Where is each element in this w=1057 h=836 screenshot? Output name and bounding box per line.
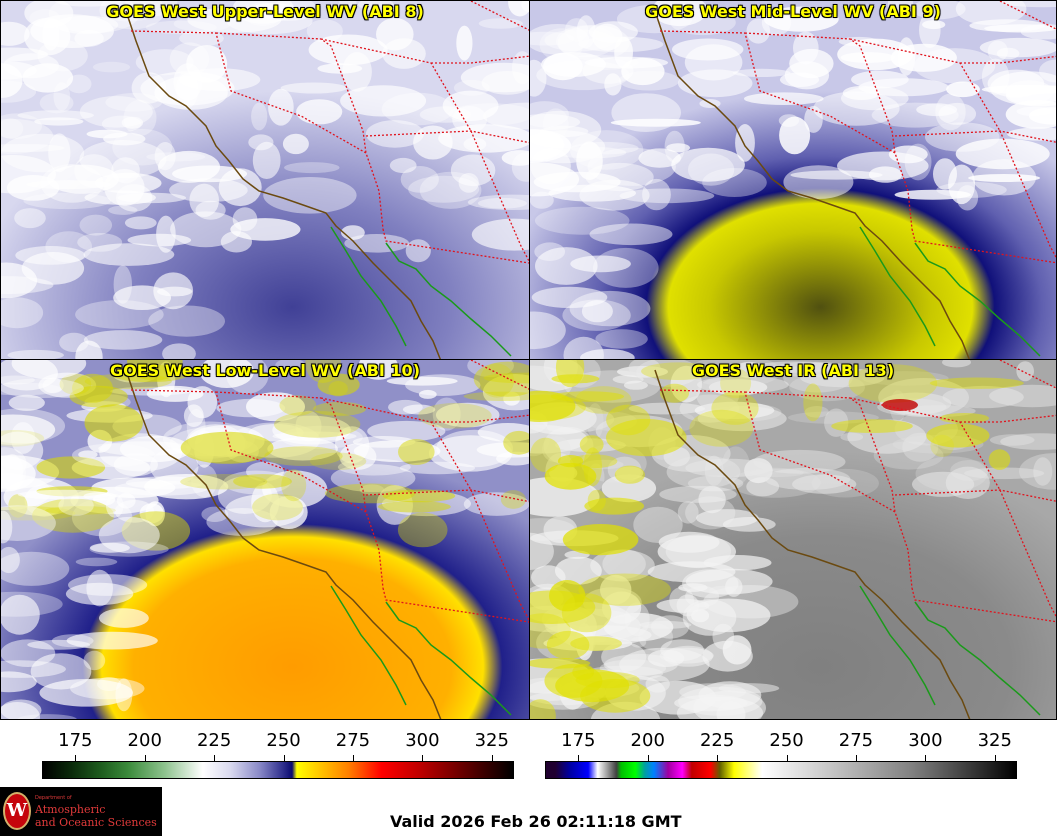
tick-mark-250 — [283, 755, 285, 761]
tick-label-225: 225 — [699, 730, 735, 751]
logo-dept: Department of — [35, 795, 72, 801]
logo-line-1: Atmospheric — [35, 803, 106, 816]
tick-label-225: 225 — [196, 730, 232, 751]
tick-mark-325 — [994, 755, 996, 761]
tick-mark-250 — [786, 755, 788, 761]
tick-label-275: 275 — [335, 730, 371, 751]
ir-color-ramp — [545, 761, 1017, 779]
tick-mark-325 — [491, 755, 493, 761]
wv-colorbar: 175 200 225 250 275 300 325 — [42, 722, 514, 782]
tick-mark-300 — [925, 755, 927, 761]
mid-level-wv-image — [530, 1, 1056, 359]
aos-logo: W Department of Atmospheric and Oceanic … — [0, 787, 162, 836]
tick-mark-225 — [717, 755, 719, 761]
colorbar-ticks: 175 200 225 250 275 300 325 — [545, 722, 1017, 761]
panel-upper-level-wv: GOES West Upper-Level WV (ABI 8) — [0, 0, 530, 360]
logo-line-2: and Oceanic Sciences — [35, 816, 157, 829]
tick-mark-275 — [352, 755, 354, 761]
tick-label-325: 325 — [977, 730, 1012, 751]
tick-label-325: 325 — [474, 730, 509, 751]
tick-mark-175 — [578, 755, 580, 761]
ir-image — [530, 360, 1056, 719]
valid-time: Valid 2026 Feb 26 02:11:18 GMT — [390, 812, 682, 831]
panel-mid-level-wv: GOES West Mid-Level WV (ABI 9) — [529, 0, 1057, 360]
tick-label-175: 175 — [561, 730, 596, 751]
satellite-image-grid: GOES West Upper-Level WV (ABI 8) GOES We… — [0, 0, 1057, 720]
tick-label-300: 300 — [908, 730, 943, 751]
uw-seal-icon: W — [3, 792, 31, 830]
panel-low-level-wv: GOES West Low-Level WV (ABI 10) — [0, 359, 530, 720]
tick-mark-275 — [855, 755, 857, 761]
tick-label-250: 250 — [769, 730, 804, 751]
tick-label-175: 175 — [58, 730, 93, 751]
tick-label-200: 200 — [127, 730, 162, 751]
wv-color-ramp — [42, 761, 514, 779]
tick-label-250: 250 — [266, 730, 301, 751]
tick-mark-200 — [647, 755, 649, 761]
tick-mark-200 — [144, 755, 146, 761]
tick-label-200: 200 — [630, 730, 665, 751]
tick-label-275: 275 — [838, 730, 874, 751]
colorbar-ticks: 175 200 225 250 275 300 325 — [42, 722, 514, 761]
upper-level-wv-image — [1, 1, 529, 359]
tick-label-300: 300 — [405, 730, 440, 751]
tick-mark-225 — [214, 755, 216, 761]
tick-mark-300 — [422, 755, 424, 761]
tick-mark-175 — [75, 755, 77, 761]
panel-ir: GOES West IR (ABI 13) — [529, 359, 1057, 720]
low-level-wv-image — [1, 360, 529, 719]
ir-colorbar: 175 200 225 250 275 300 325 — [545, 722, 1017, 782]
